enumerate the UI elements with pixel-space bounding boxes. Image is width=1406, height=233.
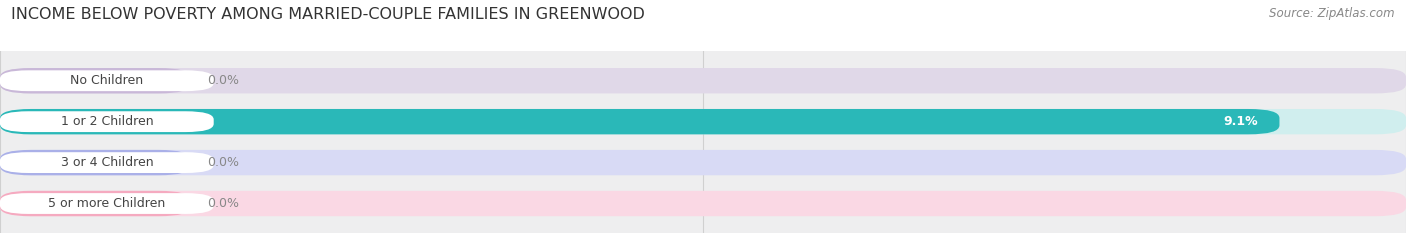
FancyBboxPatch shape (0, 68, 190, 93)
Text: Source: ZipAtlas.com: Source: ZipAtlas.com (1270, 7, 1395, 20)
Text: 0.0%: 0.0% (207, 197, 239, 210)
Text: 0.0%: 0.0% (207, 156, 239, 169)
FancyBboxPatch shape (0, 150, 190, 175)
FancyBboxPatch shape (0, 109, 1279, 134)
FancyBboxPatch shape (0, 109, 1406, 134)
FancyBboxPatch shape (0, 191, 1406, 216)
FancyBboxPatch shape (0, 70, 214, 91)
Text: 5 or more Children: 5 or more Children (48, 197, 166, 210)
FancyBboxPatch shape (0, 68, 1406, 93)
FancyBboxPatch shape (0, 111, 214, 132)
Text: No Children: No Children (70, 74, 143, 87)
Text: 9.1%: 9.1% (1223, 115, 1258, 128)
FancyBboxPatch shape (0, 152, 214, 173)
FancyBboxPatch shape (0, 191, 190, 216)
Text: 0.0%: 0.0% (207, 74, 239, 87)
Text: 1 or 2 Children: 1 or 2 Children (60, 115, 153, 128)
FancyBboxPatch shape (0, 193, 214, 214)
FancyBboxPatch shape (0, 150, 1406, 175)
Text: INCOME BELOW POVERTY AMONG MARRIED-COUPLE FAMILIES IN GREENWOOD: INCOME BELOW POVERTY AMONG MARRIED-COUPL… (11, 7, 645, 22)
Text: 3 or 4 Children: 3 or 4 Children (60, 156, 153, 169)
